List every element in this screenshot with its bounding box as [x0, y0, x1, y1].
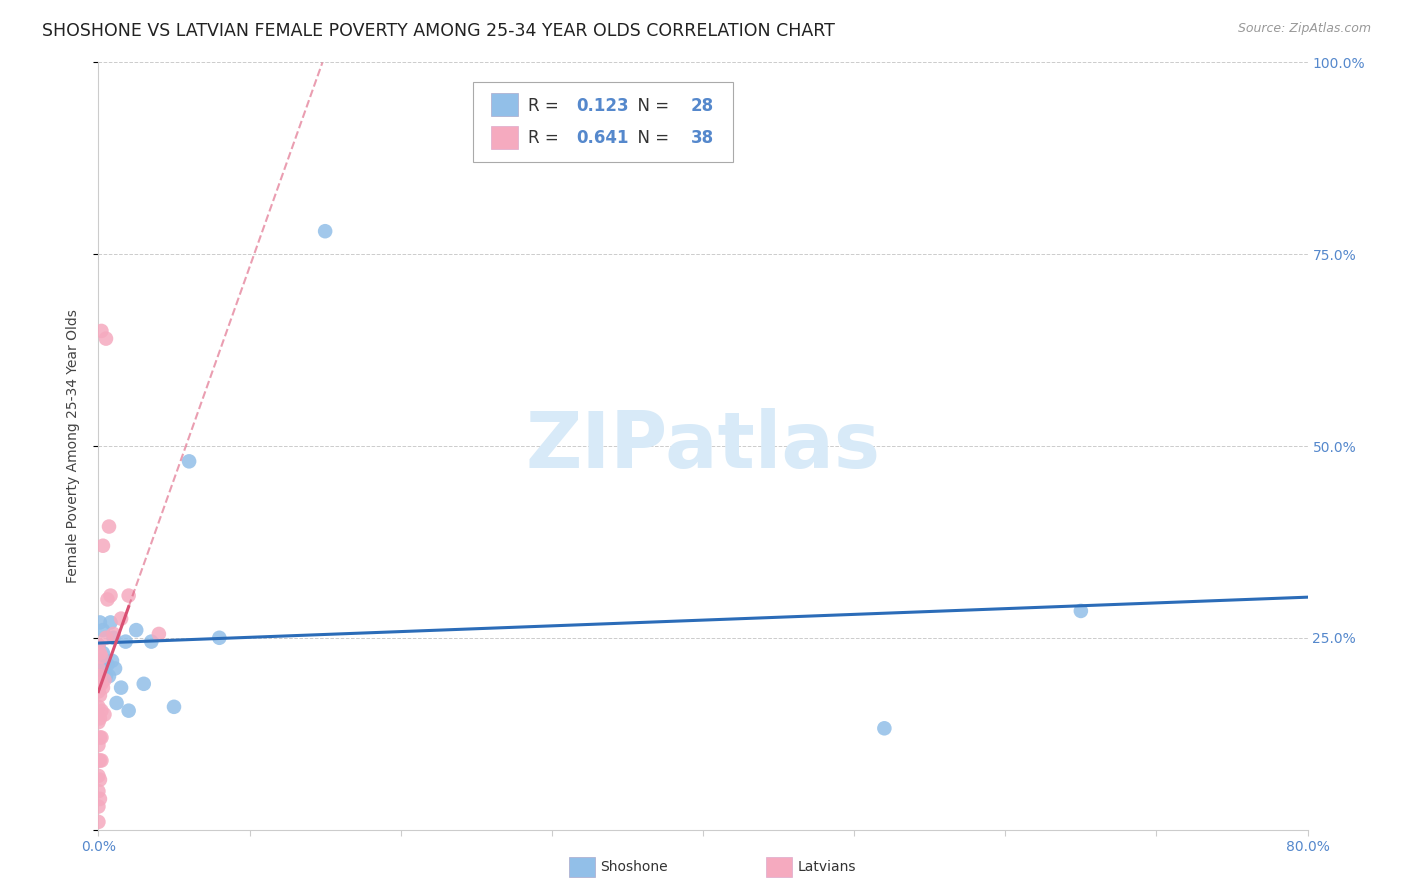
Point [89, 711, 111, 725]
Point [89, 731, 111, 745]
Point [90, 673, 112, 687]
Text: Source: ZipAtlas.com: Source: ZipAtlas.com [1237, 22, 1371, 36]
Point [103, 627, 125, 641]
Point [132, 677, 155, 691]
Point [314, 224, 336, 238]
Text: 28: 28 [690, 97, 714, 115]
Point [94, 669, 117, 683]
Point [110, 681, 132, 695]
Point [100, 589, 122, 603]
Point [87, 699, 110, 714]
Point [91, 539, 114, 553]
Text: N =: N = [627, 129, 675, 147]
Point [87, 814, 110, 829]
Point [94, 631, 117, 645]
Point [93, 657, 115, 672]
FancyBboxPatch shape [492, 93, 517, 116]
Point [89, 754, 111, 768]
Point [87, 754, 110, 768]
Point [90, 677, 112, 691]
Point [89, 669, 111, 683]
Point [96, 592, 118, 607]
Point [1070, 604, 1092, 618]
Point [125, 623, 148, 637]
Point [96, 657, 118, 672]
Text: 38: 38 [690, 129, 714, 147]
Point [87, 715, 110, 730]
Text: ZIPatlas: ZIPatlas [526, 408, 880, 484]
Text: N =: N = [627, 97, 675, 115]
Point [90, 704, 112, 718]
Point [93, 673, 115, 687]
Point [90, 324, 112, 338]
Text: R =: R = [527, 97, 564, 115]
Point [89, 792, 111, 806]
Point [114, 634, 136, 648]
FancyBboxPatch shape [474, 81, 734, 162]
Point [94, 332, 117, 346]
Point [91, 646, 114, 660]
Text: Shoshone: Shoshone [600, 860, 668, 874]
Point [105, 696, 128, 710]
Point [103, 631, 125, 645]
Point [89, 689, 111, 703]
Point [110, 612, 132, 626]
Point [141, 634, 163, 648]
Point [104, 661, 127, 675]
Point [163, 699, 186, 714]
Point [89, 646, 111, 660]
Point [87, 784, 110, 798]
Point [89, 772, 111, 787]
Point [148, 627, 170, 641]
Point [118, 704, 141, 718]
Point [98, 519, 121, 533]
Y-axis label: Female Poverty Among 25-34 Year Olds: Female Poverty Among 25-34 Year Olds [66, 309, 80, 583]
Text: 0.641: 0.641 [576, 129, 628, 147]
Point [91, 623, 114, 637]
Point [87, 661, 110, 675]
Point [208, 631, 231, 645]
FancyBboxPatch shape [492, 126, 517, 149]
Text: SHOSHONE VS LATVIAN FEMALE POVERTY AMONG 25-34 YEAR OLDS CORRELATION CHART: SHOSHONE VS LATVIAN FEMALE POVERTY AMONG… [42, 22, 835, 40]
Point [179, 454, 201, 468]
Point [101, 654, 124, 668]
Point [90, 754, 112, 768]
Point [87, 769, 110, 783]
Text: R =: R = [527, 129, 564, 147]
Point [90, 731, 112, 745]
Point [90, 649, 112, 664]
Point [87, 654, 110, 668]
Point [87, 684, 110, 698]
Point [87, 639, 110, 653]
Text: Latvians: Latvians [797, 860, 856, 874]
Point [89, 661, 111, 675]
Point [100, 615, 122, 630]
Text: 0.123: 0.123 [576, 97, 628, 115]
Point [98, 669, 121, 683]
Point [91, 681, 114, 695]
Point [89, 615, 111, 630]
Point [93, 707, 115, 722]
Point [87, 639, 110, 653]
Point [87, 738, 110, 752]
Point [873, 721, 896, 735]
Point [87, 799, 110, 814]
Point [118, 589, 141, 603]
